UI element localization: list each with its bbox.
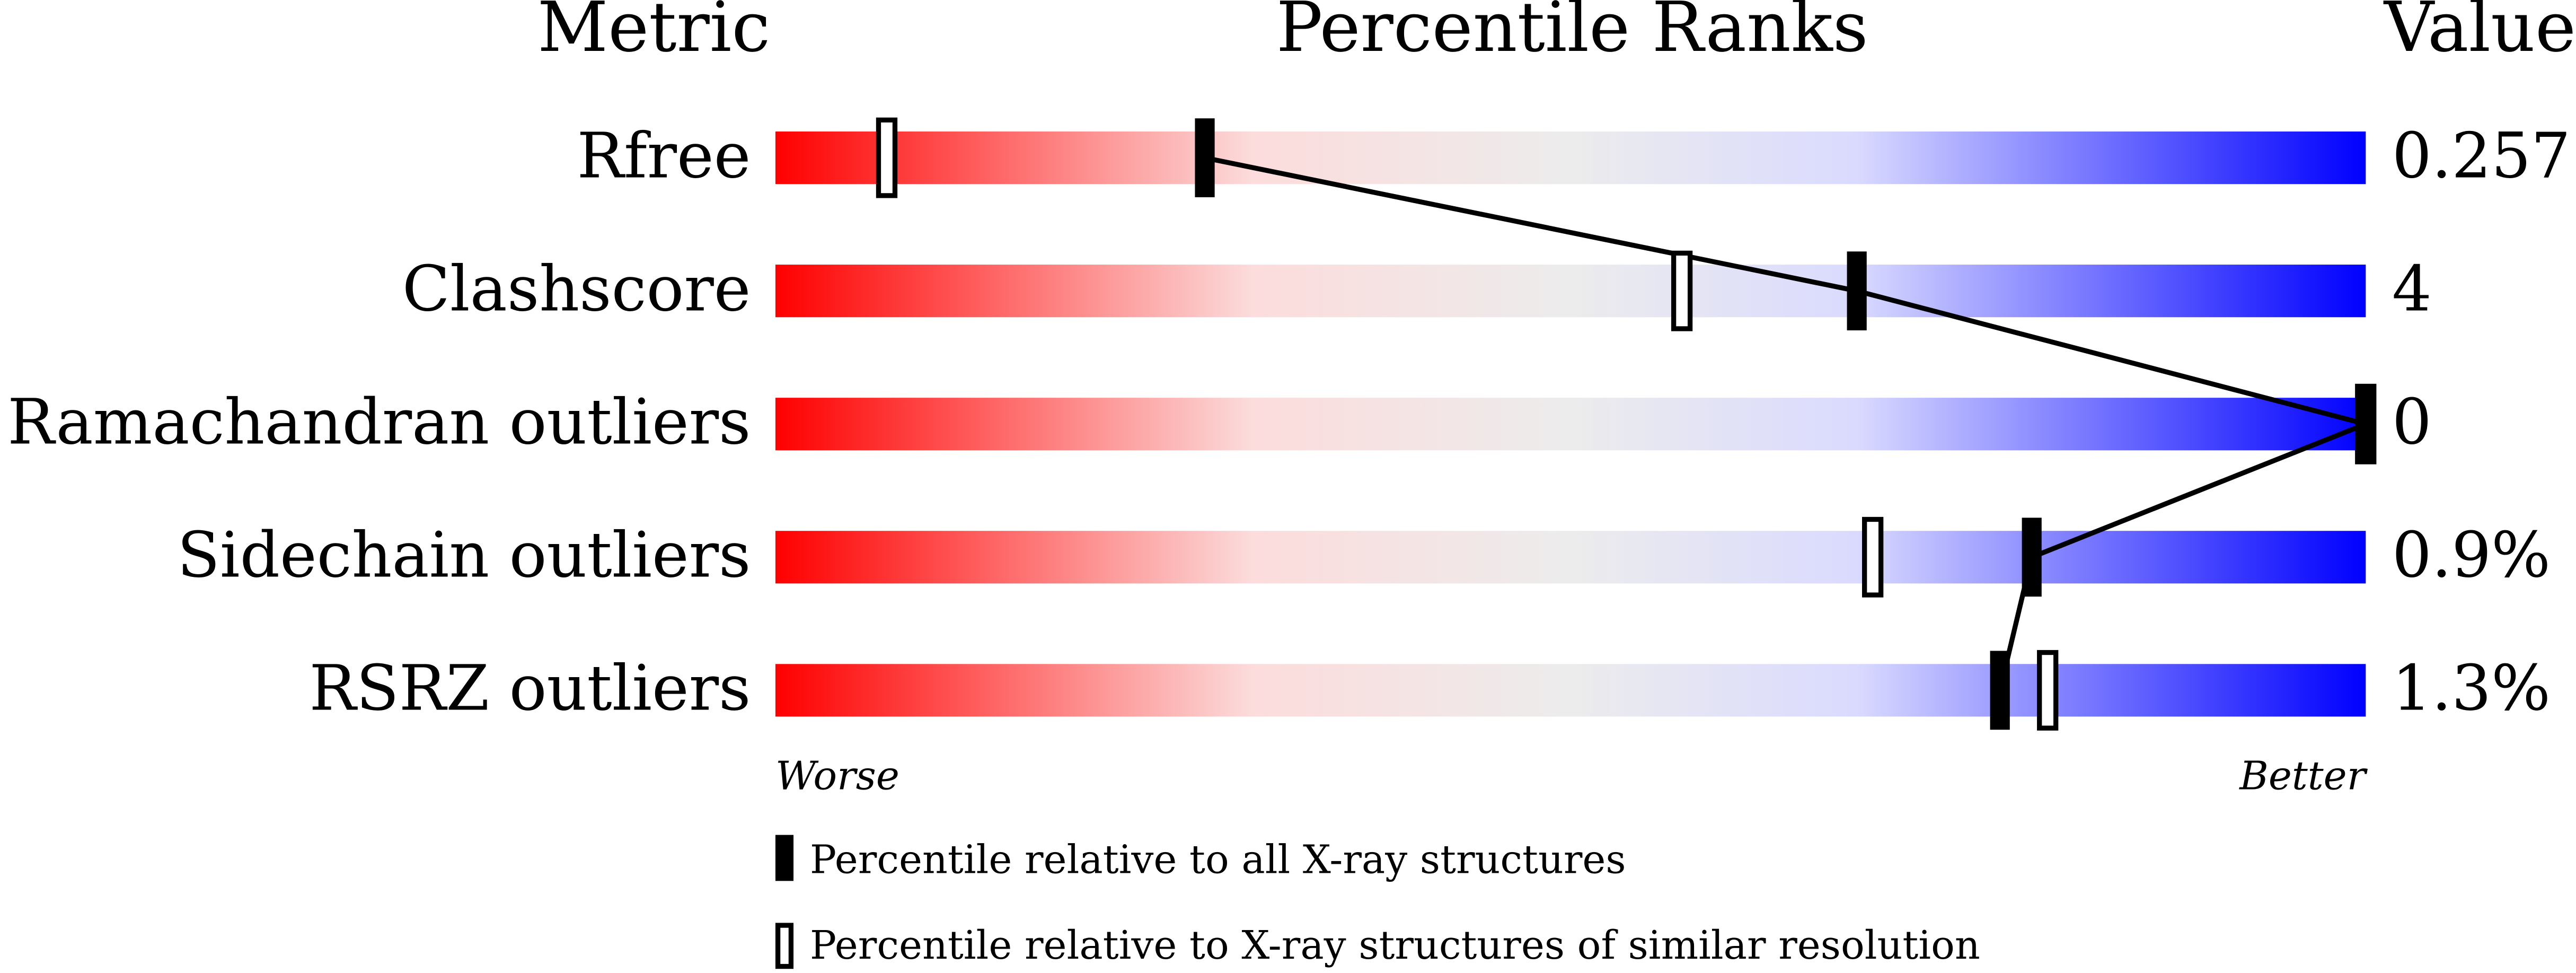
all-marker <box>1195 118 1215 197</box>
header: Metric <box>537 0 770 67</box>
legend-swatch <box>775 923 794 969</box>
all-marker <box>2022 518 2042 597</box>
similar-marker <box>1671 250 1693 331</box>
all-marker <box>1847 251 1867 331</box>
similar-marker <box>2037 650 2059 731</box>
metric-value: 0.9% <box>2392 519 2551 592</box>
similar-marker <box>876 117 898 198</box>
all-marker <box>2356 384 2376 464</box>
all-marker <box>1990 651 2010 730</box>
metric-value: 0.257 <box>2392 119 2571 192</box>
axis-right-label: Better <box>2238 753 2368 799</box>
axis-left-label: Worse <box>775 753 899 799</box>
metric-label: Sidechain outliers <box>177 519 751 592</box>
metric-label: Rfree <box>577 119 751 192</box>
legend-swatch <box>775 835 794 881</box>
metric-label: Clashscore <box>402 252 751 325</box>
legend-label: Percentile relative to X-ray structures … <box>810 922 1980 968</box>
metric-value: 1.3% <box>2392 652 2551 725</box>
header: Percentile Ranks <box>1276 0 1868 67</box>
legend-label: Percentile relative to all X-ray structu… <box>810 837 1626 883</box>
percentile-bar <box>775 531 2366 584</box>
metric-value: 4 <box>2392 252 2432 325</box>
percentile-bar <box>775 132 2366 185</box>
percentile-bar <box>775 398 2366 451</box>
percentile-bar <box>775 664 2366 717</box>
percentile-bar <box>775 265 2366 318</box>
similar-marker <box>1862 516 1884 598</box>
metric-label: RSRZ outliers <box>309 652 751 725</box>
metric-value: 0 <box>2392 385 2432 458</box>
metric-label: Ramachandran outliers <box>7 385 751 458</box>
header: Value <box>2383 0 2576 67</box>
